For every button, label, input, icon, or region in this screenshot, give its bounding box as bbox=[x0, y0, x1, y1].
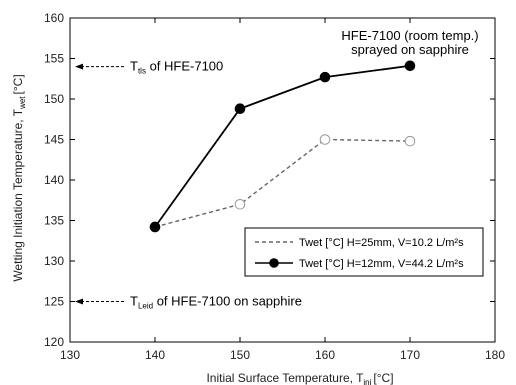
x-tick-label: 150 bbox=[230, 348, 250, 362]
y-tick-label: 125 bbox=[44, 295, 64, 309]
x-tick-label: 180 bbox=[485, 348, 505, 362]
series-line-0 bbox=[154, 138, 411, 228]
legend-label-1: Twet [°C] H=12mm, V=44.2 L/m²s bbox=[299, 258, 464, 270]
y-tick-label: 150 bbox=[44, 92, 64, 106]
tleid-label: TLeid of HFE-7100 on sapphire bbox=[130, 294, 302, 311]
series-1-point bbox=[149, 221, 161, 233]
ttls-label: Ttls of HFE-7100 bbox=[130, 59, 223, 76]
y-tick-label: 140 bbox=[44, 173, 64, 187]
annotation-ttls: Ttls of HFE-7100 bbox=[75, 59, 223, 76]
x-axis-title: Initial Surface Temperature, Tini [°C] bbox=[206, 371, 393, 385]
legend-box bbox=[244, 227, 484, 277]
series-0-point bbox=[319, 134, 331, 145]
series-layer bbox=[149, 60, 416, 233]
y-tick-label: 145 bbox=[44, 133, 64, 147]
series-1-point bbox=[319, 71, 331, 83]
x-tick-label: 140 bbox=[145, 348, 165, 362]
annotation-fluid-line1: HFE-7100 (room temp.) bbox=[341, 28, 478, 43]
series-line-1 bbox=[154, 64, 411, 228]
x-tick-label: 160 bbox=[315, 348, 335, 362]
series-1-point bbox=[234, 103, 246, 115]
annotation-fluid-line2: sprayed on sapphire bbox=[351, 42, 469, 57]
y-axis-title: Wetting Initiation Temperature, Twet[°C] bbox=[11, 74, 27, 281]
y-tick-label: 120 bbox=[44, 335, 64, 349]
y-tick-label: 130 bbox=[44, 254, 64, 268]
series-0-point bbox=[234, 199, 246, 210]
annotation-tleid: TLeid of HFE-7100 on sapphire bbox=[75, 294, 302, 311]
y-tick-label: 135 bbox=[44, 214, 64, 228]
legend-label-0: Twet [°C] H=25mm, V=10.2 L/m²s bbox=[299, 237, 464, 249]
y-tick-labels: 120 125 130 135 140 145 150 155 160 bbox=[44, 11, 64, 349]
ttls-arrowhead bbox=[75, 63, 83, 70]
legend: Twet [°C] H=25mm, V=10.2 L/m²s Twet [°C]… bbox=[244, 227, 484, 277]
y-tick-label: 155 bbox=[44, 52, 64, 66]
x-tick-labels: 130 140 150 160 170 180 bbox=[60, 348, 505, 362]
x-tick-label: 170 bbox=[400, 348, 420, 362]
series-0-point bbox=[404, 135, 416, 147]
axis-ticks bbox=[69, 17, 496, 343]
x-tick-label: 130 bbox=[60, 348, 80, 362]
tleid-arrowhead bbox=[75, 298, 83, 305]
y-tick-label: 160 bbox=[44, 11, 64, 25]
series-1-point bbox=[404, 60, 416, 72]
legend-marker-solid bbox=[269, 258, 279, 268]
